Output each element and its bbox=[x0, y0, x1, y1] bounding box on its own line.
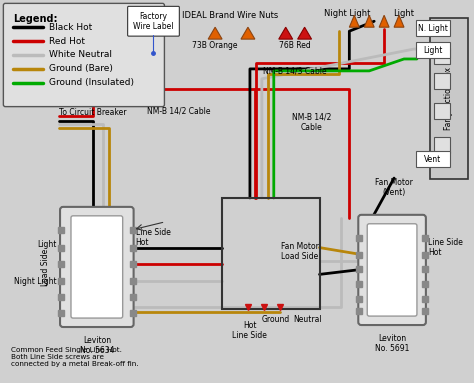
Text: Leviton
No. 5634: Leviton No. 5634 bbox=[80, 336, 114, 355]
Text: Red Hot: Red Hot bbox=[49, 37, 85, 46]
Text: Ground (Bare): Ground (Bare) bbox=[49, 64, 113, 74]
Text: Common Feed Single Line Hot.
Both Line Side screws are
connected by a metal Brea: Common Feed Single Line Hot. Both Line S… bbox=[11, 347, 139, 367]
Text: Vent: Vent bbox=[424, 155, 441, 164]
Text: Fan Motor
(Vent): Fan Motor (Vent) bbox=[375, 178, 413, 198]
Polygon shape bbox=[208, 27, 222, 39]
Text: Light: Light bbox=[393, 9, 415, 18]
FancyBboxPatch shape bbox=[416, 20, 450, 36]
FancyBboxPatch shape bbox=[367, 224, 417, 316]
Text: N. Light: N. Light bbox=[418, 24, 448, 33]
Text: IDEAL Brand Wire Nuts: IDEAL Brand Wire Nuts bbox=[182, 11, 278, 20]
FancyBboxPatch shape bbox=[60, 207, 134, 327]
Polygon shape bbox=[241, 27, 255, 39]
Text: 76B Red: 76B Red bbox=[279, 41, 310, 50]
Text: Night Light: Night Light bbox=[14, 277, 57, 286]
Polygon shape bbox=[364, 15, 374, 27]
FancyBboxPatch shape bbox=[434, 48, 450, 64]
Text: NM-B 14/2 Cable: NM-B 14/2 Cable bbox=[146, 106, 210, 116]
Text: Fan Motor
Load Side: Fan Motor Load Side bbox=[281, 242, 319, 261]
FancyBboxPatch shape bbox=[434, 137, 450, 153]
Text: NM-B 14/2
Cable: NM-B 14/2 Cable bbox=[292, 113, 331, 132]
Text: Ground: Ground bbox=[262, 315, 290, 324]
Polygon shape bbox=[394, 15, 404, 27]
Text: Line Side
Hot: Line Side Hot bbox=[428, 238, 463, 257]
FancyBboxPatch shape bbox=[430, 18, 468, 179]
FancyBboxPatch shape bbox=[128, 7, 179, 36]
Text: Fan Junction Box: Fan Junction Box bbox=[444, 67, 453, 130]
Text: Line Side
Hot: Line Side Hot bbox=[136, 228, 171, 247]
Text: White Neutral: White Neutral bbox=[49, 51, 112, 59]
Polygon shape bbox=[298, 27, 311, 39]
FancyBboxPatch shape bbox=[3, 3, 164, 106]
Polygon shape bbox=[349, 15, 359, 27]
Text: 73B Orange: 73B Orange bbox=[192, 41, 238, 50]
Text: Factory
Wire Label: Factory Wire Label bbox=[133, 11, 174, 31]
Text: Light: Light bbox=[38, 240, 57, 249]
Polygon shape bbox=[379, 15, 389, 27]
Text: Light: Light bbox=[423, 46, 443, 54]
Text: Night Light: Night Light bbox=[324, 9, 371, 18]
Text: Ground (Insulated): Ground (Insulated) bbox=[49, 78, 134, 87]
Text: Hot
Line Side: Hot Line Side bbox=[232, 321, 267, 340]
Text: Leviton
No. 5691: Leviton No. 5691 bbox=[375, 334, 409, 354]
Text: NM-B 14/3 Cable: NM-B 14/3 Cable bbox=[263, 67, 327, 76]
FancyBboxPatch shape bbox=[416, 42, 450, 58]
Text: To Circuit Breaker: To Circuit Breaker bbox=[59, 108, 127, 117]
Text: Neutral: Neutral bbox=[293, 315, 322, 324]
FancyBboxPatch shape bbox=[434, 73, 450, 89]
FancyBboxPatch shape bbox=[416, 151, 450, 167]
Polygon shape bbox=[279, 27, 292, 39]
FancyBboxPatch shape bbox=[358, 215, 426, 325]
Text: Black Hot: Black Hot bbox=[49, 23, 92, 32]
Text: Load Side: Load Side bbox=[41, 248, 50, 286]
FancyBboxPatch shape bbox=[434, 103, 450, 118]
Text: Legend:: Legend: bbox=[13, 14, 58, 24]
FancyBboxPatch shape bbox=[71, 216, 123, 318]
